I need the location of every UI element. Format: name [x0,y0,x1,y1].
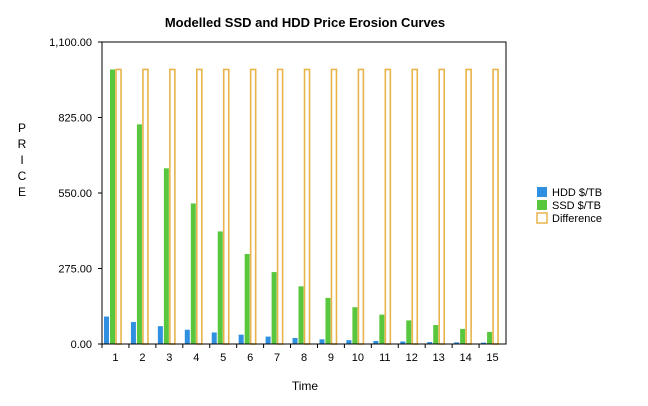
y-axis-label-letter: R [18,137,27,151]
bar-difference-7 [276,68,284,345]
bar-ssd-tb-12 [406,320,412,344]
y-tick-label: 825.00 [58,113,92,125]
bar-hdd-tb-8 [292,337,298,344]
bar-hdd-tb-3 [157,326,163,344]
legend-swatch-ssd-tb [537,200,547,210]
x-tick-label: 5 [220,352,226,364]
bar-hdd-tb-7 [265,336,271,344]
y-tick-label: 0.00 [71,339,92,351]
bars-group [104,68,499,345]
x-axis-label: Time [292,379,319,393]
bar-ssd-tb-6 [244,253,250,344]
x-tick-label: 2 [139,352,145,364]
x-tick-label: 12 [406,352,418,364]
bar-difference-12 [411,68,419,345]
bar-difference-14 [465,68,472,345]
bar-ssd-tb-14 [460,328,466,344]
x-tick-label: 11 [379,352,390,364]
bar-ssd-tb-8 [298,286,304,344]
bar-hdd-tb-4 [184,329,190,344]
bar-difference-8 [303,68,311,345]
legend-label: SSD $/TB [552,200,601,212]
bar-hdd-tb-12 [400,341,406,344]
x-tick-label: 10 [352,352,364,364]
x-tick-label: 9 [328,352,334,364]
bar-difference-15 [492,68,499,345]
y-axis-label-letter: I [20,153,23,167]
bar-difference-6 [249,68,257,345]
bar-difference-4 [196,68,203,345]
bar-ssd-tb-13 [433,325,439,344]
bar-difference-5 [222,68,230,345]
bar-hdd-tb-5 [211,332,217,344]
x-tick-label: 3 [166,352,172,364]
y-tick-label: 1,100.00 [49,37,92,49]
chart-title: Modelled SSD and HDD Price Erosion Curve… [165,15,445,30]
bar-ssd-tb-2 [136,124,142,344]
bar-difference-3 [169,68,176,345]
bar-hdd-tb-6 [238,334,244,344]
x-tick-label: 4 [193,352,199,364]
bar-ssd-tb-1 [110,69,115,345]
bar-difference-13 [438,68,446,345]
bar-hdd-tb-13 [427,342,433,344]
x-tick-label: 6 [247,352,253,364]
x-axis-ticks: 1 2 3 4 5 6 7 8 9 10 11 12 13 14 15 [101,344,499,364]
bar-ssd-tb-5 [217,231,223,344]
y-axis-label-letter: C [18,169,27,183]
x-tick-label: 15 [486,352,498,364]
bar-ssd-tb-9 [325,297,331,344]
bar-hdd-tb-10 [346,340,352,344]
y-axis-label-letter: P [18,121,26,135]
y-tick-label: 275.00 [58,264,92,276]
x-tick-label: 14 [459,352,471,364]
bar-difference-11 [384,68,392,345]
bar-difference-1 [115,68,122,345]
legend-label: Difference [552,213,602,225]
legend-swatch-hdd-tb [537,187,547,197]
y-tick-label: 550.00 [58,188,92,200]
bar-hdd-tb-15 [481,342,487,344]
x-tick-label: 8 [301,352,307,364]
y-axis-label-letter: E [18,185,26,199]
legend-label: HDD $/TB [552,187,602,199]
y-axis-ticks: 0.00 275.00 550.00 825.00 1,100.00 [49,37,102,351]
bar-ssd-tb-15 [487,331,493,344]
bar-hdd-tb-2 [130,322,136,344]
bar-ssd-tb-11 [379,314,385,344]
bar-hdd-tb-14 [454,342,460,344]
bar-ssd-tb-3 [163,168,169,344]
bar-ssd-tb-7 [271,272,277,344]
bar-ssd-tb-10 [352,307,358,344]
bar-difference-2 [142,68,149,345]
bar-hdd-tb-1 [104,316,109,344]
legend-swatch-difference [536,212,548,224]
bar-difference-9 [330,68,338,345]
bar-ssd-tb-4 [190,203,196,344]
bar-hdd-tb-9 [319,339,325,344]
x-tick-label: 13 [433,352,445,364]
x-tick-label: 7 [274,352,280,364]
x-tick-label: 1 [112,352,118,364]
bar-hdd-tb-11 [373,340,379,344]
bar-difference-10 [357,68,365,345]
